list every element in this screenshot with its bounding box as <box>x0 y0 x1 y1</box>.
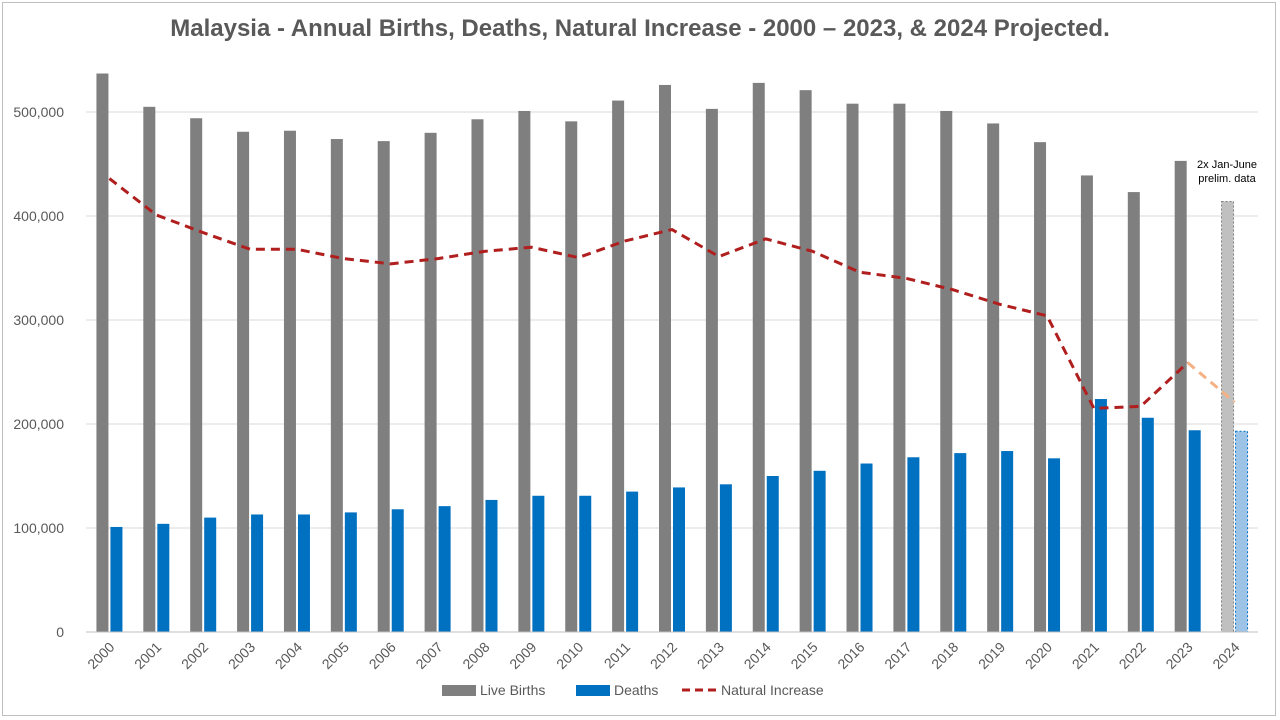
bar-deaths-2002 <box>204 517 217 632</box>
bar-live-births-2012 <box>659 84 671 632</box>
bar-live-births-2003 <box>237 131 250 632</box>
x-tick-label: 2024 <box>1209 639 1242 672</box>
bar-deaths-2016 <box>860 463 873 632</box>
legend-label-natural-increase: Natural Increase <box>721 682 824 698</box>
bar-deaths-2020 <box>1048 458 1061 632</box>
legend-swatch-deaths <box>576 685 610 696</box>
x-tick-label: 2017 <box>881 639 914 672</box>
bar-deaths-2001 <box>157 523 170 632</box>
line-natural-increase-projected <box>1186 361 1236 404</box>
bar-live-births-2017 <box>893 103 906 633</box>
bar-live-births-2001 <box>143 106 156 633</box>
x-tick-label: 2013 <box>694 639 727 672</box>
bar-deaths-2009 <box>532 495 545 632</box>
bar-deaths-2015 <box>813 470 826 632</box>
bar-live-births-2016 <box>846 103 859 633</box>
bar-live-births-2011 <box>612 100 625 632</box>
x-tick-label: 2002 <box>178 639 211 672</box>
x-tick-label: 2019 <box>975 639 1008 672</box>
bar-live-births-2020 <box>1034 142 1047 632</box>
legend-swatch-live-births <box>442 685 476 696</box>
bar-deaths-2018 <box>954 453 967 632</box>
x-tick-label: 2016 <box>834 639 867 672</box>
bar-deaths-2011 <box>626 491 639 632</box>
bar-deaths-2012 <box>673 487 685 632</box>
x-tick-label: 2020 <box>1022 639 1055 672</box>
bar-live-births-2013 <box>705 108 718 632</box>
bar-deaths-2003 <box>251 514 264 632</box>
gridlines <box>86 111 1258 633</box>
legend: Live Births Deaths Natural Increase <box>442 682 824 698</box>
x-tick-label: 2021 <box>1069 639 1102 672</box>
bar-live-births-2002 <box>190 118 203 633</box>
bar-live-births-2022 <box>1127 192 1140 632</box>
x-tick-label: 2004 <box>272 639 305 672</box>
bar-live-births-2024 <box>1221 200 1235 633</box>
bar-deaths-2000 <box>110 526 123 632</box>
bar-deaths-2008 <box>485 499 498 632</box>
x-tick-label: 2014 <box>741 639 774 672</box>
bar-live-births-2023 <box>1174 160 1187 632</box>
bar-deaths-2022 <box>1141 417 1154 632</box>
x-tick-label: 2003 <box>225 639 258 672</box>
y-tick-label: 400,000 <box>13 208 64 224</box>
bar-deaths-2021 <box>1094 399 1107 632</box>
bar-live-births-2009 <box>518 110 531 632</box>
bar-deaths-2019 <box>1001 451 1014 632</box>
annotation: 2x Jan-June prelim. data <box>1197 159 1257 185</box>
x-tick-label: 2022 <box>1116 639 1149 672</box>
bar-live-births-2007 <box>424 132 437 633</box>
annotation-line2: prelim. data <box>1198 173 1256 185</box>
bar-deaths-2006 <box>391 509 404 632</box>
x-tick-label: 2011 <box>601 639 634 672</box>
bar-live-births-2005 <box>330 139 343 633</box>
x-tick-label: 2009 <box>506 639 539 672</box>
bar-deaths-2010 <box>579 495 592 632</box>
y-tick-label: 300,000 <box>13 312 64 328</box>
bar-live-births-2008 <box>471 119 484 632</box>
natural-increase-line <box>108 177 1236 410</box>
bars <box>96 73 1249 633</box>
x-tick-label: 2005 <box>319 639 352 672</box>
y-tick-label: 500,000 <box>13 104 64 120</box>
legend-label-deaths: Deaths <box>614 682 658 698</box>
y-tick-label: 100,000 <box>13 520 64 536</box>
bar-live-births-2019 <box>987 123 1000 632</box>
bar-deaths-2023 <box>1188 430 1201 632</box>
bar-live-births-2021 <box>1080 175 1093 632</box>
line-natural-increase <box>108 177 1189 410</box>
bar-deaths-2005 <box>344 512 357 632</box>
x-tick-label: 2006 <box>365 639 398 672</box>
chart-title: Malaysia - Annual Births, Deaths, Natura… <box>170 15 1110 42</box>
bar-deaths-2007 <box>438 506 451 632</box>
annotation-line1: 2x Jan-June <box>1197 159 1257 171</box>
y-tick-label: 0 <box>56 624 64 640</box>
bar-live-births-2004 <box>283 130 296 632</box>
y-tick-label: 200,000 <box>13 416 64 432</box>
x-tick-label: 2001 <box>131 639 164 672</box>
bar-deaths-2014 <box>766 476 779 632</box>
bar-live-births-2014 <box>752 82 765 632</box>
x-tick-label: 2000 <box>84 639 117 672</box>
x-tick-label: 2010 <box>553 639 586 672</box>
bar-deaths-2017 <box>907 457 920 632</box>
bar-deaths-2013 <box>719 484 732 632</box>
bar-live-births-2015 <box>799 90 812 632</box>
x-tick-label: 2007 <box>412 639 445 672</box>
bar-live-births-2018 <box>940 110 953 632</box>
x-tick-label: 2012 <box>647 639 680 672</box>
bar-live-births-2006 <box>377 141 390 632</box>
bar-deaths-2004 <box>297 514 310 632</box>
bar-deaths-2024 <box>1235 430 1249 633</box>
x-axis: 2000 2001 2002 2003 2004 2005 2006 2007 2008 2009… <box>84 631 1258 672</box>
bar-live-births-2010 <box>565 121 578 633</box>
x-tick-label: 2018 <box>928 639 961 672</box>
x-tick-label: 2015 <box>787 639 820 672</box>
bar-live-births-2000 <box>96 73 109 632</box>
legend-label-live-births: Live Births <box>480 682 545 698</box>
y-axis: 0 100,000 200,000 300,000 400,000 500,000 <box>13 104 64 640</box>
x-tick-label: 2023 <box>1162 639 1195 672</box>
x-tick-label: 2008 <box>459 639 492 672</box>
